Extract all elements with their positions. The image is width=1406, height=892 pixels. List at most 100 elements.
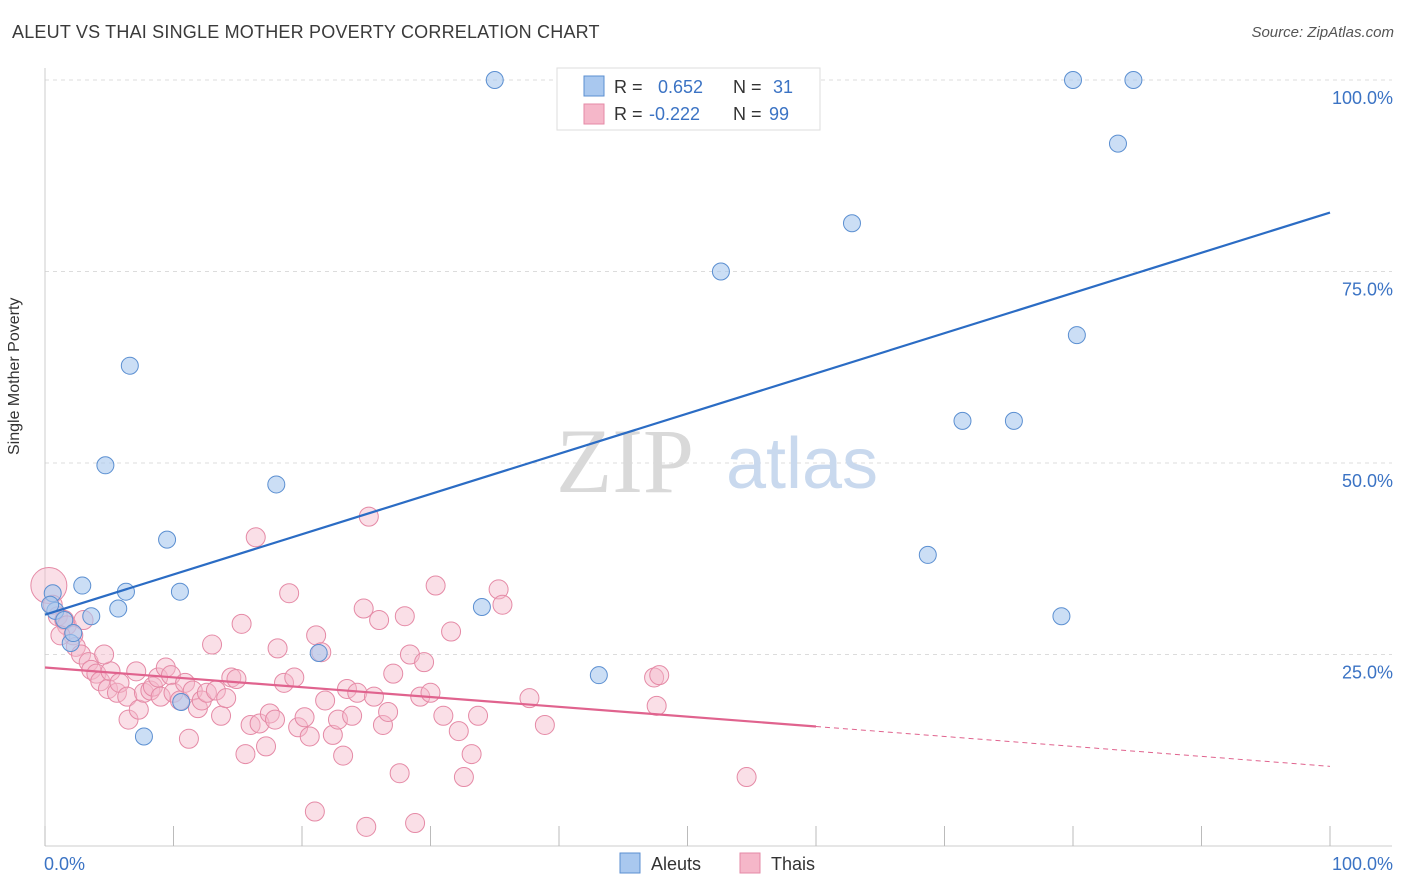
thai-point <box>433 705 454 726</box>
axes: 0.0% 100.0% <box>44 68 1393 874</box>
legend-bottom-label-aleuts[interactable]: Aleuts <box>651 854 701 874</box>
aleut-point <box>1004 411 1023 430</box>
thai-point <box>420 682 441 703</box>
thai-point <box>356 816 377 837</box>
thai-point <box>126 661 147 682</box>
thai-point <box>358 506 379 527</box>
aleut-trend-line <box>44 211 1331 616</box>
thai-point <box>245 527 266 548</box>
thai-point <box>342 705 363 726</box>
thai-point <box>231 613 252 634</box>
thai-point <box>150 686 171 707</box>
thai-point <box>736 767 757 788</box>
thai-point <box>216 688 237 709</box>
aleut-point <box>1052 607 1071 626</box>
thai-point <box>441 621 462 642</box>
aleut-point <box>1108 134 1127 153</box>
aleut-point <box>96 456 115 475</box>
aleut-point <box>1067 326 1086 345</box>
chart-title: ALEUT VS THAI SINGLE MOTHER POVERTY CORR… <box>12 22 600 42</box>
legend-n-label-thais: N = <box>733 104 762 124</box>
aleut-point <box>73 576 92 595</box>
thai-point <box>284 667 305 688</box>
legend-bottom-label-thais[interactable]: Thais <box>771 854 815 874</box>
watermark-zip: ZIP <box>556 410 694 512</box>
thai-point <box>178 728 199 749</box>
watermark: ZIP atlas <box>556 410 878 512</box>
legend-n-label-aleuts: N = <box>733 77 762 97</box>
aleut-points <box>41 71 1143 746</box>
thai-point <box>448 721 469 742</box>
aleut-point <box>55 611 74 630</box>
legend-n-value-thais: 99 <box>769 104 789 124</box>
thai-point <box>267 638 288 659</box>
thai-point <box>405 813 426 834</box>
thai-point <box>649 665 670 686</box>
source-credit: Source: ZipAtlas.com <box>1251 24 1394 41</box>
thai-point <box>519 688 540 709</box>
thai-point <box>265 709 286 730</box>
thai-trend-line <box>44 666 817 728</box>
thai-point <box>235 744 256 765</box>
thai-point <box>488 579 509 600</box>
thai-point <box>646 695 667 716</box>
thai-point <box>453 767 474 788</box>
aleut-point <box>64 624 83 643</box>
legend-bottom-swatch-aleuts[interactable] <box>619 852 641 874</box>
thai-point <box>299 726 320 747</box>
aleut-point <box>842 214 861 233</box>
thai-point <box>279 583 300 604</box>
thai-point <box>226 669 247 690</box>
y-tick-label: 25.0% <box>1342 663 1393 683</box>
legend-top: R = 0.652 N = 31 R = -0.222 N = 99 <box>556 67 821 131</box>
y-tick-label: 75.0% <box>1342 280 1393 300</box>
aleut-point <box>82 607 101 626</box>
aleut-point <box>711 262 730 281</box>
x-tick-label: 100.0% <box>1332 854 1393 874</box>
legend-r-value-aleuts: 0.652 <box>658 77 703 97</box>
thai-point <box>644 667 665 688</box>
legend-n-value-aleuts: 31 <box>773 77 793 97</box>
legend-bottom-swatch-thais[interactable] <box>739 852 761 874</box>
aleut-point <box>1124 71 1143 89</box>
thai-point <box>315 690 336 711</box>
thai-point <box>333 745 354 766</box>
thai-point <box>142 676 163 697</box>
aleut-point <box>472 598 491 617</box>
y-tick-label: 100.0% <box>1332 88 1393 108</box>
thai-point <box>468 705 489 726</box>
aleut-point <box>120 356 139 375</box>
thai-point <box>274 672 295 693</box>
legend-r-value-thais: -0.222 <box>649 104 700 124</box>
thai-point <box>492 594 513 615</box>
thai-point <box>353 598 374 619</box>
thai-point <box>256 736 277 757</box>
thai-point <box>304 801 325 822</box>
aleut-point <box>267 475 286 494</box>
thai-point <box>128 699 149 720</box>
thai-point <box>117 686 138 707</box>
thai-point <box>306 625 327 646</box>
thai-point <box>378 701 399 722</box>
legend-r-label-aleuts: R = <box>614 77 643 97</box>
thai-trend-extension <box>815 726 1331 767</box>
thai-point <box>369 610 390 631</box>
x-tick-label: 0.0% <box>44 854 85 874</box>
aleut-point <box>1064 71 1082 89</box>
aleut-point <box>589 666 608 685</box>
thai-point <box>394 606 415 627</box>
grid-lines: 25.0% 50.0% 75.0% 100.0% <box>45 79 1393 683</box>
legend-r-label-thais: R = <box>614 104 643 124</box>
thai-point <box>140 680 161 701</box>
legend-bottom: Aleuts Thais <box>619 852 815 874</box>
thai-point <box>106 682 127 703</box>
y-tick-label: 50.0% <box>1342 471 1393 491</box>
trend-lines <box>44 211 1331 767</box>
thai-point <box>372 714 393 735</box>
aleut-point <box>918 545 937 564</box>
thai-points <box>30 506 757 837</box>
aleut-point <box>134 727 153 746</box>
thai-point <box>94 644 115 665</box>
thai-point <box>202 634 223 655</box>
aleut-point <box>170 582 189 601</box>
